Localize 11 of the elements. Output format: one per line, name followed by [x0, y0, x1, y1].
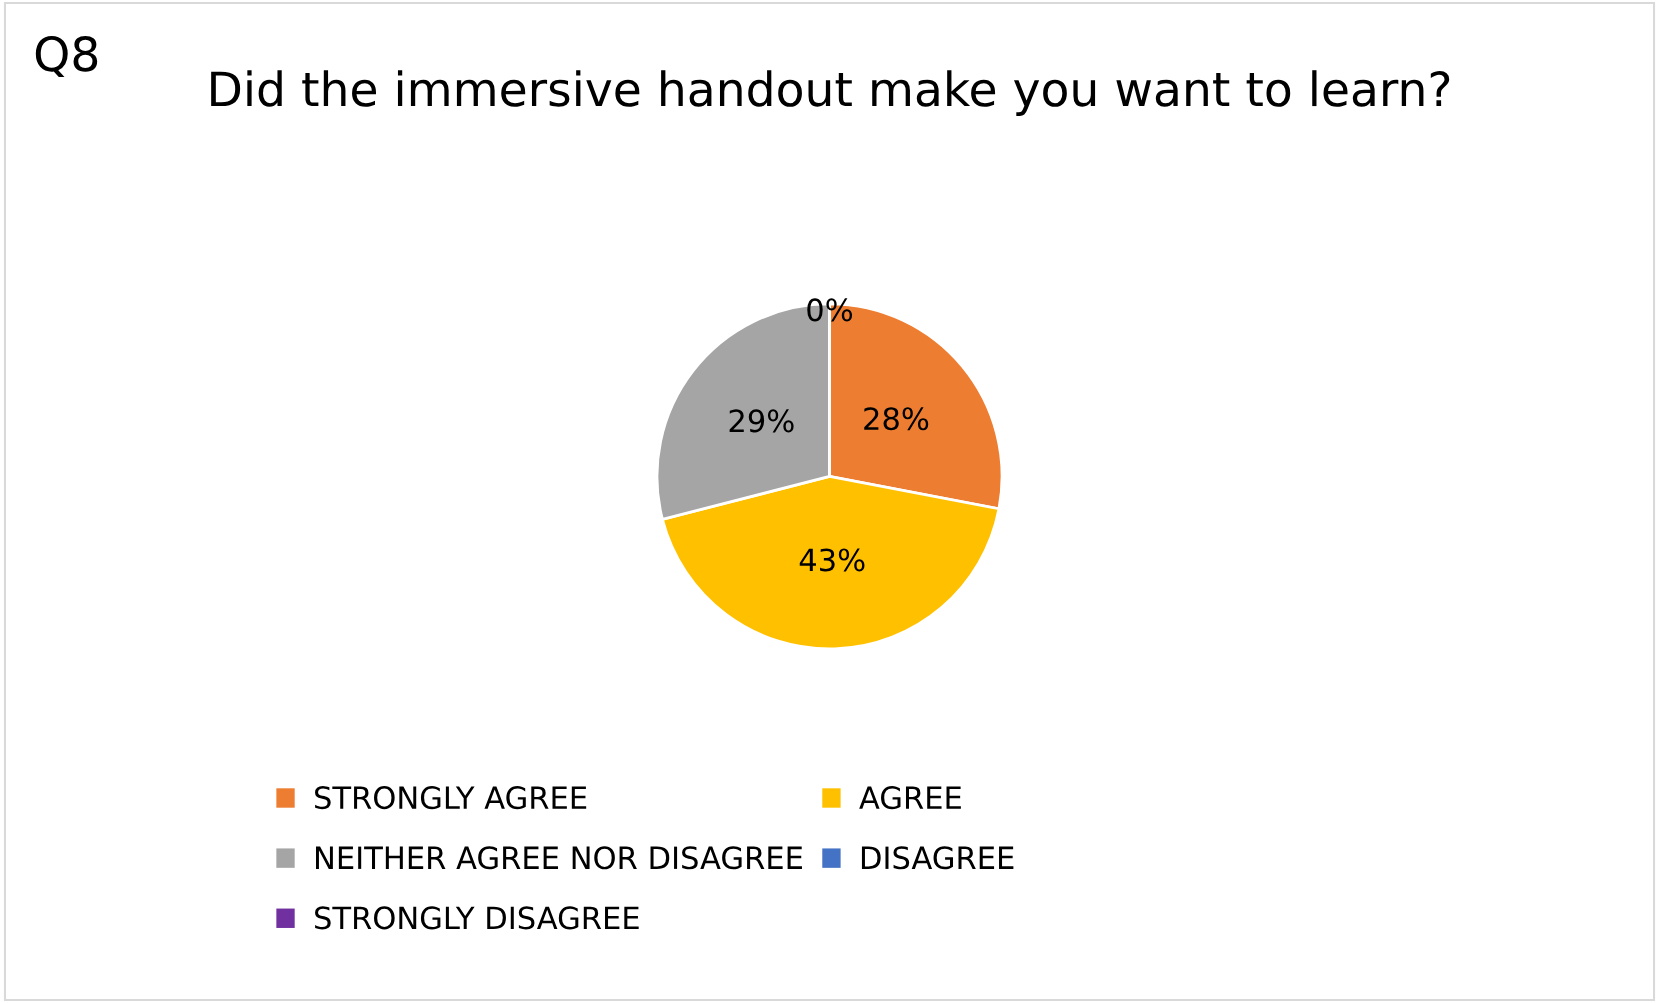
legend-label: NEITHER AGREE NOR DISAGREE: [316, 846, 802, 870]
chart-title: Did the immersive handout make you want to learn?: [211, 70, 1450, 116]
text: Q8: [35, 35, 98, 78]
legend-label: STRONGLY AGREE: [315, 786, 587, 810]
legend-label: AGREE: [859, 786, 961, 810]
data-label: 43%: [799, 548, 865, 572]
legend-label: DISAGREE: [861, 846, 1014, 870]
data-label: 28%: [864, 407, 929, 431]
text: 0%: [807, 298, 853, 322]
legend-label: STRONGLY DISAGREE: [315, 906, 639, 930]
data-label: 29%: [729, 409, 794, 433]
